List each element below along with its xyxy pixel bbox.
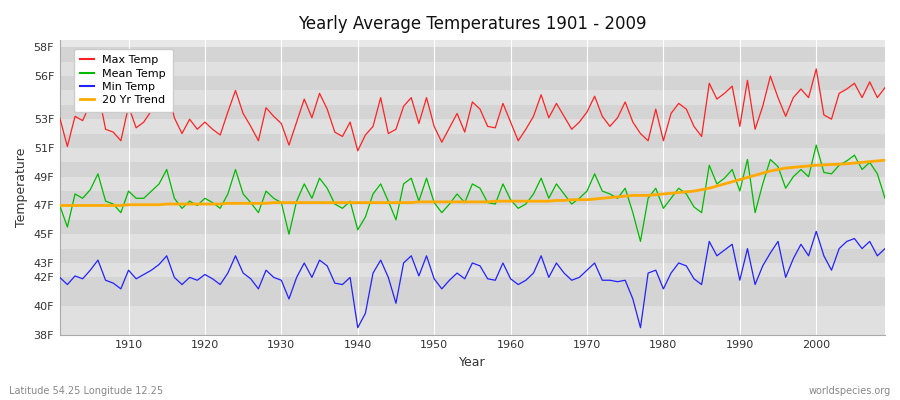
Bar (59, 62, 885, 76)
Bar (59, 206, 885, 220)
Bar (59, 47, 885, 62)
Bar (59, 220, 885, 234)
Bar (59, 119, 885, 134)
Title: Yearly Average Temperatures 1901 - 2009: Yearly Average Temperatures 1901 - 2009 (298, 15, 646, 33)
Bar (59, 76, 885, 90)
Legend: Max Temp, Mean Temp, Min Temp, 20 Yr Trend: Max Temp, Mean Temp, Min Temp, 20 Yr Tre… (74, 49, 173, 112)
Y-axis label: Temperature: Temperature (15, 148, 28, 227)
Text: worldspecies.org: worldspecies.org (809, 386, 891, 396)
Bar (59, 263, 885, 277)
Bar (59, 177, 885, 191)
Bar (59, 148, 885, 162)
Text: Latitude 54.25 Longitude 12.25: Latitude 54.25 Longitude 12.25 (9, 386, 163, 396)
Bar (59, 306, 885, 335)
Bar (59, 191, 885, 206)
Bar (59, 90, 885, 105)
Bar (59, 234, 885, 249)
Bar (59, 249, 885, 263)
Bar (59, 162, 885, 177)
Bar (59, 134, 885, 148)
X-axis label: Year: Year (459, 356, 486, 369)
Bar (59, 277, 885, 306)
Bar (59, 105, 885, 119)
